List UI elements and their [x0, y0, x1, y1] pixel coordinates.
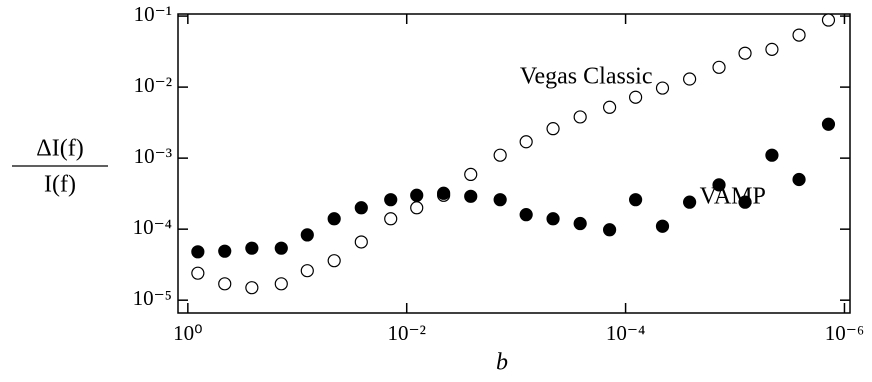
point [464, 189, 478, 203]
y-axis-label-numerator: ΔI(f) [36, 136, 83, 162]
point [327, 212, 341, 226]
point [245, 241, 259, 255]
point [519, 208, 533, 222]
point [629, 193, 643, 207]
point [738, 195, 752, 209]
point [354, 201, 368, 215]
point [493, 193, 507, 207]
x-axis-label: b [496, 350, 508, 376]
point [738, 46, 752, 60]
point [384, 193, 398, 207]
plot-frame [177, 13, 851, 314]
x-tick-label: 10⁻² [388, 321, 426, 345]
point [493, 148, 507, 162]
point [821, 13, 836, 27]
point [274, 277, 288, 291]
point [191, 266, 205, 280]
point [410, 201, 424, 215]
point [218, 244, 232, 258]
y-tick-label: 10⁻² [134, 73, 172, 97]
point [410, 188, 424, 202]
point [821, 117, 836, 131]
y-tick-label: 10⁻³ [134, 144, 172, 168]
point [274, 241, 288, 255]
point [218, 277, 232, 291]
point [602, 100, 617, 114]
y-tick-label: 10⁻⁵ [133, 286, 172, 310]
point [573, 216, 587, 231]
point [629, 90, 643, 104]
x-tick-label: 10⁻⁶ [825, 321, 864, 345]
point [792, 28, 806, 42]
point [573, 110, 587, 124]
point [655, 81, 670, 95]
y-tick-label: 10⁻⁴ [133, 215, 172, 239]
point [655, 219, 670, 233]
x-tick-label: 10⁰ [173, 321, 202, 345]
series-label: Vegas Classic [520, 64, 653, 90]
point [437, 186, 451, 200]
point [683, 72, 697, 86]
point [300, 264, 314, 278]
point [354, 235, 368, 249]
point [384, 212, 398, 226]
point [765, 42, 779, 56]
point [602, 223, 617, 237]
point [191, 245, 205, 259]
point [464, 167, 478, 182]
x-tick-label: 10⁻⁴ [606, 321, 645, 345]
point [712, 60, 726, 74]
point [765, 148, 779, 162]
point [546, 212, 560, 226]
point [519, 135, 533, 149]
y-axis-label-denominator: I(f) [44, 172, 76, 198]
point [245, 281, 259, 295]
series-label: VAMP [700, 184, 766, 210]
point [300, 228, 314, 242]
point [327, 254, 341, 268]
point [683, 195, 697, 209]
point [712, 178, 726, 192]
y-tick-label: 10⁻¹ [134, 2, 172, 26]
point [792, 172, 806, 187]
point [546, 122, 560, 136]
